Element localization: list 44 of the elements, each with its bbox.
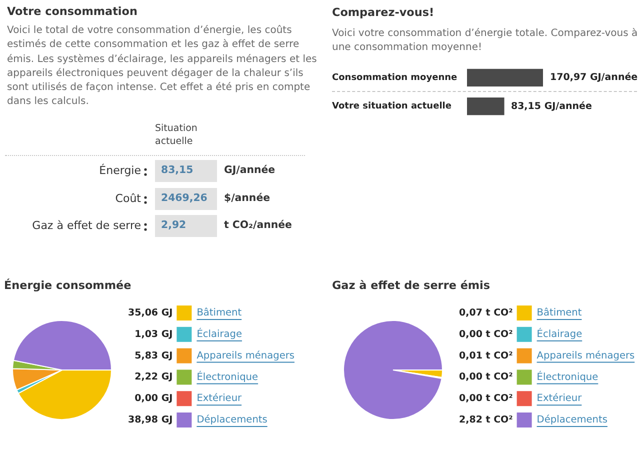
data-label: 83,15 GJ/année (510, 100, 592, 112)
text: $/année (224, 192, 270, 206)
legend-label: Électronique (196, 370, 258, 383)
text: 0,00 GJ (134, 393, 173, 404)
category-label: Énergie (99, 162, 141, 179)
legend-label: Extérieur (536, 393, 583, 404)
data-label: 2,22 GJ (134, 372, 173, 383)
legend-label: Éclairage (536, 326, 582, 340)
legend-label: Bâtiment (536, 308, 582, 319)
text: GJ/année (224, 164, 276, 178)
text: 0,00 t CO² (458, 372, 513, 383)
legend-label: Appareils ménagers (536, 350, 635, 362)
chart-title: Comparez-vous! (332, 6, 434, 19)
y-tick-label: Consommation moyenne (332, 73, 458, 84)
chart-title: Énergie consommée (4, 279, 132, 292)
legend-label: Éclairage (196, 326, 242, 340)
data-label: 170,97 GJ/année (550, 72, 638, 84)
data-label: 5,83 GJ (134, 350, 173, 362)
legend-label: Extérieur (196, 393, 243, 404)
y-tick-label: Votre situation actuelle (332, 102, 452, 112)
data-label: 2469,26 (161, 192, 208, 206)
text: Votre consommation (7, 5, 138, 18)
data-label: 83,15 (161, 164, 194, 178)
chart-title: Gaz à effet de serre émis (332, 279, 490, 292)
legend-label: Déplacements (196, 414, 268, 426)
data-label: 2,82 t CO² (458, 414, 513, 426)
text: 0,00 t CO² (458, 393, 513, 404)
data-label: 1,03 GJ (134, 328, 173, 340)
legend-label: Appareils ménagers (196, 350, 294, 362)
data-label: 35,06 GJ (128, 307, 173, 318)
chart-subtitle: Voici votre consommation d’énergie totale. Comparez-vous à une consommation moyenne! (332, 27, 639, 56)
legend-label: Bâtiment (196, 308, 242, 319)
text: 0,00 t CO² (458, 328, 513, 340)
legend-label: Déplacements (536, 414, 608, 426)
data-label: 0,07 t CO² (458, 307, 513, 318)
legend-label: Électronique (536, 370, 598, 383)
text: Voici le total de votre consommation d’énergie, les coûts estimés de cette consommation et les gaz à effet de serre émis. Les systèmes d’éclairage, les appareils ménagers et les appareils électroniques peuvent dégager de la chaleur s’ils sont utilisés de façon intense. Cet effet a été pris en compte dans les calculs. (7, 24, 317, 110)
data-label: 0,01 t CO² (458, 350, 513, 362)
data-label: 2,92 (161, 219, 186, 233)
data-label: 38,98 GJ (128, 414, 173, 426)
text: t CO₂/année (224, 218, 292, 233)
text: Situation actuelle (155, 122, 198, 148)
category-label: Coût (115, 190, 141, 206)
category-label: Gaz à effet de serre (32, 218, 141, 234)
